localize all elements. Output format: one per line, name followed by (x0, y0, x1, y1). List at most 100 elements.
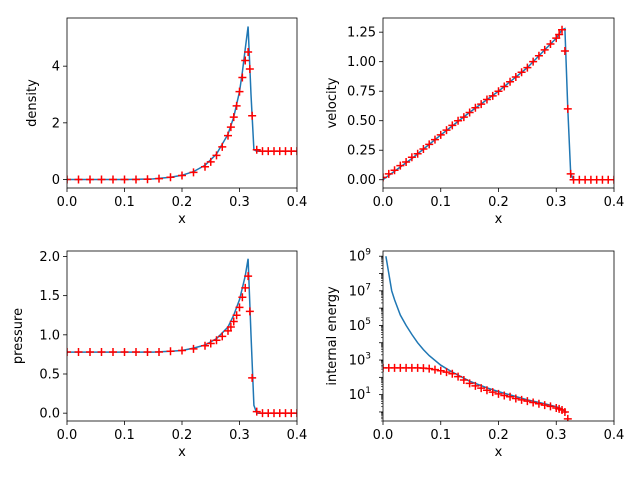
data-point-marker (384, 169, 393, 178)
data-point-marker (517, 395, 526, 404)
data-point-marker (511, 73, 520, 82)
data-point-marker (143, 348, 152, 357)
data-point-marker (155, 348, 163, 357)
data-point-marker (189, 344, 198, 353)
data-point-marker (540, 401, 549, 410)
y-tick-label: 103 (349, 352, 371, 369)
data-point-marker (86, 348, 94, 357)
y-tick-label: 101 (349, 386, 371, 403)
data-point-marker (500, 82, 509, 91)
x-tick-label: 0.3 (546, 195, 567, 210)
data-point-marker (166, 347, 175, 356)
data-point-marker (407, 153, 416, 162)
data-point-marker (155, 174, 163, 183)
x-tick-label: 0.4 (287, 195, 308, 210)
y-tick-label: 0.50 (347, 114, 376, 129)
series-markers (383, 25, 614, 184)
series-markers (67, 272, 297, 418)
x-tick-label: 0.1 (114, 428, 135, 443)
data-point-marker (610, 175, 614, 184)
data-point-marker (248, 111, 257, 120)
data-point-marker (67, 348, 71, 357)
data-point-marker (563, 104, 572, 113)
data-point-marker (459, 376, 468, 385)
data-point-marker (471, 381, 480, 390)
data-point-marker (482, 386, 491, 395)
data-point-marker (241, 56, 250, 65)
y-tick-label: 1.0 (39, 328, 60, 343)
data-point-marker (109, 348, 117, 357)
data-point-marker (201, 341, 209, 350)
x-axis-label: x (178, 445, 186, 460)
data-point-marker (244, 48, 253, 56)
y-tick-label: 0.00 (347, 173, 376, 188)
data-point-marker (477, 100, 486, 109)
y-tick-label: 1.5 (39, 289, 60, 304)
data-point-marker (252, 145, 261, 154)
y-tick-label: 107 (349, 282, 371, 299)
data-point-marker (442, 368, 451, 377)
data-point-marker (488, 91, 497, 100)
panel-velocity: 0.0 0.1 0.2 0.3 0.4 0.00 0.25 0.50 0.75 1.00 1.25 x… (325, 17, 624, 227)
y-tick-label: 2 (52, 116, 60, 131)
x-tick-label: 0.3 (229, 195, 250, 210)
data-point-marker (506, 392, 515, 401)
x-tick-label: 0.4 (604, 428, 625, 443)
data-point-marker (109, 175, 117, 184)
data-point-marker (383, 173, 387, 182)
data-point-marker (494, 87, 503, 96)
y-tick-label: 0.25 (347, 144, 376, 159)
data-point-marker (201, 162, 209, 171)
series-markers (67, 48, 297, 184)
data-point-marker (546, 39, 555, 48)
y-tick-label: 0.75 (347, 85, 376, 100)
y-tick-label: 1.00 (347, 55, 376, 70)
data-point-marker (517, 68, 526, 77)
data-point-marker (529, 398, 538, 407)
data-point-marker (471, 103, 480, 112)
data-point-marker (566, 169, 575, 178)
data-point-marker (232, 311, 241, 320)
data-point-marker (293, 147, 297, 156)
data-point-marker (212, 336, 221, 345)
data-point-marker (132, 175, 140, 184)
data-point-marker (482, 95, 491, 104)
y-tick-label: 109 (349, 248, 372, 265)
data-point-marker (523, 397, 532, 406)
data-point-marker (206, 339, 215, 348)
data-point-marker (244, 272, 253, 281)
data-point-marker (229, 113, 238, 122)
data-point-marker (232, 101, 241, 110)
x-axis-label: x (178, 212, 186, 227)
x-tick-label: 0.3 (546, 428, 567, 443)
data-point-marker (132, 348, 140, 357)
data-point-marker (245, 65, 254, 73)
x-tick-label: 0.2 (488, 195, 509, 210)
data-point-marker (465, 108, 474, 117)
data-point-marker (226, 322, 235, 331)
x-tick-label: 0.0 (373, 428, 394, 443)
data-point-marker (430, 135, 439, 144)
x-tick-label: 0.1 (114, 195, 135, 210)
data-point-marker (454, 372, 463, 381)
panel-pressure: 0.0 0.1 0.2 0.3 0.4 0.0 0.5 1.0 1.5 2.0 x pressure (11, 250, 307, 460)
x-axis-label: x (495, 445, 503, 460)
x-tick-label: 0.2 (172, 428, 193, 443)
data-point-marker (413, 149, 422, 158)
data-point-marker (390, 166, 399, 175)
data-point-marker (74, 348, 83, 357)
data-point-marker (425, 364, 434, 373)
data-point-marker (477, 384, 486, 393)
data-point-marker (224, 131, 232, 140)
data-point-marker (506, 77, 515, 86)
data-point-marker (226, 123, 235, 132)
data-point-marker (488, 388, 497, 397)
data-point-marker (245, 307, 254, 316)
data-point-marker (534, 51, 543, 60)
axes-frame (382, 17, 615, 189)
data-point-marker (293, 409, 297, 418)
data-point-marker (235, 87, 244, 96)
x-tick-label: 0.1 (430, 428, 451, 443)
y-tick-label: 1.25 (347, 26, 376, 41)
